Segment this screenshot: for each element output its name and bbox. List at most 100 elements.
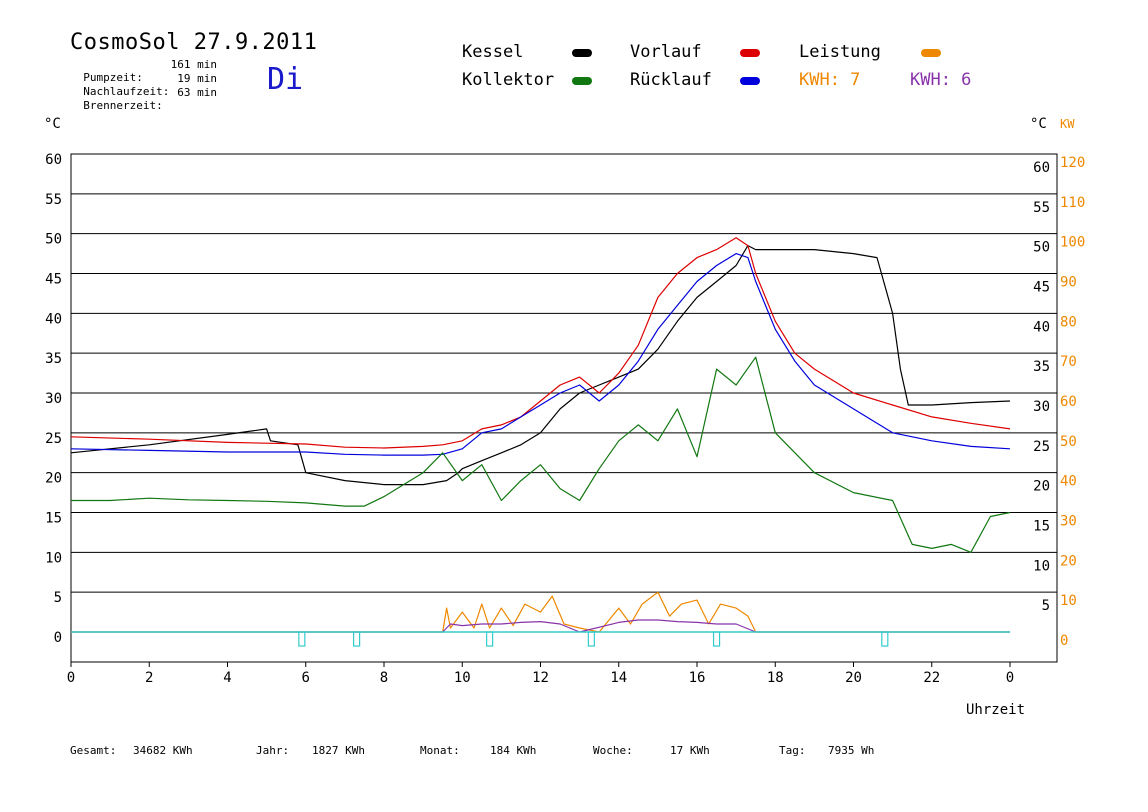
y-right-kw-tick: 50 (1060, 434, 1077, 450)
y-left-tick: 35 (45, 351, 62, 367)
y-right-c-tick: 10 (1033, 558, 1050, 574)
x-axis-label: Uhrzeit (966, 702, 1026, 718)
pump-marker (712, 631, 721, 647)
x-tick-label: 14 (610, 670, 627, 686)
y-right-kw-tick: 60 (1060, 394, 1077, 410)
legend-kessel-label: Kessel (462, 42, 524, 62)
y-left-tick: 20 (45, 471, 62, 487)
y-right-c-tick: 60 (1033, 160, 1050, 176)
stat-label: Nachlaufzeit: (83, 85, 170, 98)
y-right-kw-tick: 70 (1060, 354, 1077, 370)
legend-ruecklauf-swatch (740, 77, 760, 85)
x-tick-label: 16 (689, 670, 706, 686)
y-left-tick: 50 (45, 232, 62, 248)
y-right-c-tick: 25 (1033, 439, 1050, 455)
footer-gesamt-label: Gesamt: (70, 744, 117, 757)
series-rcklauf-line (70, 253, 1011, 456)
series-kwh-line (71, 619, 1010, 633)
footer-jahr-label: Jahr: (256, 744, 290, 757)
y-right-c-tick: 55 (1033, 200, 1050, 216)
legend-kollektor-swatch (572, 77, 592, 85)
y-right-c-tick: 20 (1033, 479, 1050, 495)
y-left-tick: 5 (54, 590, 62, 606)
pump-marker (881, 631, 889, 647)
x-tick-label: 4 (223, 670, 231, 686)
y-right-c-tick: 35 (1033, 359, 1050, 375)
pump-markers (298, 631, 889, 647)
right-axis-unit-c: °C (1030, 116, 1047, 132)
y-right-kw-tick: 120 (1060, 155, 1085, 171)
stat-pumpzeit: Pumpzeit: (70, 58, 143, 84)
y-right-kw-tick: 0 (1060, 633, 1068, 649)
y-left-tick: 15 (45, 511, 62, 527)
y-left-tick: 40 (45, 311, 62, 327)
y-left-tick: 10 (45, 550, 62, 566)
y-right-c-tick: 5 (1042, 598, 1050, 614)
x-tick-label: 0 (67, 670, 75, 686)
legend-ruecklauf-label: Rücklauf (630, 70, 712, 90)
pump-marker (298, 631, 306, 647)
stat-value: 63 min (177, 86, 217, 99)
y-right-c-tick: 45 (1033, 280, 1050, 296)
stat-brennerzeit: Brennerzeit: (70, 86, 163, 112)
footer-monat-value: 184 KWh (490, 744, 537, 757)
chart-title: CosmoSol 27.9.2011 (70, 30, 318, 55)
y-right-c-tick: 30 (1033, 399, 1050, 415)
pump-marker (353, 631, 361, 647)
y-left-tick: 60 (45, 152, 62, 168)
pump-marker (486, 631, 494, 647)
y-left-tick: 55 (45, 192, 62, 208)
x-tick-label: 22 (923, 670, 940, 686)
y-right-c-tick: 50 (1033, 240, 1050, 256)
pump-marker (587, 631, 595, 647)
y-right-kw-tick: 20 (1060, 553, 1077, 569)
x-tick-label: 12 (532, 670, 549, 686)
footer-tag-label: Tag: (779, 744, 806, 757)
plot-frame (70, 153, 1058, 663)
y-right-kw-tick: 10 (1060, 593, 1077, 609)
stat-label: Brennerzeit: (83, 99, 163, 112)
y-right-kw-tick: 40 (1060, 474, 1077, 490)
y-right-kw-tick: 80 (1060, 314, 1077, 330)
y-right-kw-tick: 110 (1060, 195, 1085, 211)
legend-leistung-swatch (921, 49, 941, 57)
left-axis-unit: °C (44, 116, 61, 132)
legend-kwh-purple: KWH: 6 (910, 70, 972, 90)
series-kessel-line (70, 245, 1011, 486)
footer-gesamt-value: 34682 KWh (133, 744, 193, 757)
footer-woche-value: 17 KWh (670, 744, 710, 757)
x-tick-label: 10 (454, 670, 471, 686)
x-tick-label: 8 (380, 670, 388, 686)
series-leistung-line (71, 591, 1010, 633)
legend-kollektor-label: Kollektor (462, 70, 555, 90)
stat-value: 161 min (170, 58, 217, 71)
legend-leistung-label: Leistung (799, 42, 881, 62)
footer-jahr-value: 1827 KWh (312, 744, 365, 757)
series-kollektor-line (71, 356, 1011, 553)
y-right-kw-tick: 100 (1060, 235, 1085, 251)
y-left-tick: 0 (54, 630, 62, 646)
x-tick-label: 6 (302, 670, 310, 686)
chart-series (70, 237, 1011, 633)
stat-nachlaufzeit: Nachlaufzeit: (70, 72, 169, 98)
y-right-c-tick: 40 (1033, 319, 1050, 335)
footer-woche-label: Woche: (593, 744, 633, 757)
y-left-tick: 25 (45, 431, 62, 447)
y-right-kw-tick: 90 (1060, 275, 1077, 291)
x-tick-label: 20 (845, 670, 862, 686)
stat-value: 19 min (177, 72, 217, 85)
x-tick-label: 0 (1006, 670, 1014, 686)
legend-kwh-orange: KWH: 7 (799, 70, 861, 90)
y-left-tick: 30 (45, 391, 62, 407)
series-vorlauf-line (70, 237, 1011, 449)
y-left-tick: 45 (45, 272, 62, 288)
footer-monat-label: Monat: (420, 744, 460, 757)
right-axis-unit-kw: KW (1060, 117, 1075, 131)
legend-vorlauf-label: Vorlauf (630, 42, 702, 62)
x-tick-label: 2 (145, 670, 153, 686)
y-right-kw-tick: 30 (1060, 514, 1077, 530)
legend-vorlauf-swatch (740, 49, 760, 57)
x-tick-label: 18 (767, 670, 784, 686)
